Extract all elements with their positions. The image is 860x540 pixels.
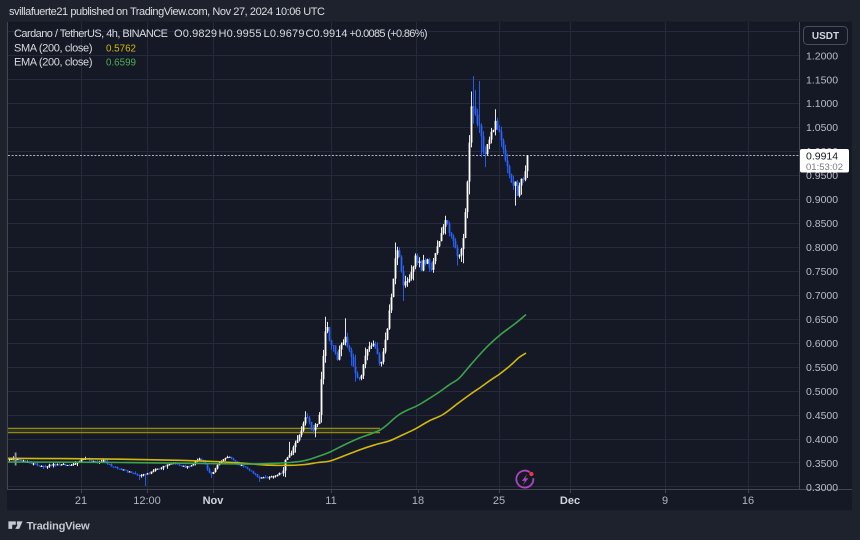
svg-text:Nov: Nov xyxy=(203,495,225,507)
svg-text:L0.9679: L0.9679 xyxy=(264,28,305,40)
svg-text:0.3500: 0.3500 xyxy=(806,458,838,470)
svg-text:0.4500: 0.4500 xyxy=(806,410,838,422)
svg-text:EMA (200, close): EMA (200, close) xyxy=(14,57,93,69)
svg-text:TradingView: TradingView xyxy=(27,521,90,533)
svg-text:1.1000: 1.1000 xyxy=(806,98,838,110)
svg-text:1.2000: 1.2000 xyxy=(806,50,838,62)
svg-text:9: 9 xyxy=(662,495,668,507)
svg-text:0.9500: 0.9500 xyxy=(806,170,838,182)
svg-text:0.8000: 0.8000 xyxy=(806,242,838,254)
svg-text:svillafuerte21 published on Tr: svillafuerte21 published on TradingView.… xyxy=(9,6,325,18)
svg-text:Dec: Dec xyxy=(560,495,580,507)
svg-text:0.5000: 0.5000 xyxy=(806,386,838,398)
svg-text:0.7500: 0.7500 xyxy=(806,266,838,278)
svg-text:H0.9955: H0.9955 xyxy=(219,28,262,40)
svg-text:12:00: 12:00 xyxy=(133,495,161,507)
svg-text:01:53:02: 01:53:02 xyxy=(806,162,843,173)
svg-text:0.6000: 0.6000 xyxy=(806,338,838,350)
svg-text:0.7000: 0.7000 xyxy=(806,290,838,302)
svg-text:11: 11 xyxy=(325,495,336,507)
svg-text:0.9000: 0.9000 xyxy=(806,194,838,206)
svg-text:Cardano / TetherUS, 4h, BINANC: Cardano / TetherUS, 4h, BINANCE xyxy=(14,28,168,40)
svg-text:0.3000: 0.3000 xyxy=(806,482,838,494)
svg-text:0.6599: 0.6599 xyxy=(106,58,136,69)
svg-text:0.4000: 0.4000 xyxy=(806,434,838,446)
svg-text:0.8500: 0.8500 xyxy=(806,218,838,230)
svg-text:O0.9829: O0.9829 xyxy=(174,28,217,40)
svg-text:0.5762: 0.5762 xyxy=(106,44,136,55)
svg-text:25: 25 xyxy=(493,495,505,507)
svg-text:0.6500: 0.6500 xyxy=(806,314,838,326)
svg-text:21: 21 xyxy=(75,495,87,507)
svg-text:1.1500: 1.1500 xyxy=(806,74,838,86)
svg-text:16: 16 xyxy=(742,495,754,507)
svg-text:USDT: USDT xyxy=(812,31,839,42)
svg-text:0.9914: 0.9914 xyxy=(806,151,838,163)
svg-text:18: 18 xyxy=(412,495,424,507)
svg-text:C0.9914: C0.9914 xyxy=(306,28,348,40)
svg-text:+0.0085 (+0.86%): +0.0085 (+0.86%) xyxy=(350,28,428,40)
svg-text:SMA (200, close): SMA (200, close) xyxy=(14,43,93,55)
svg-text:0.5500: 0.5500 xyxy=(806,362,838,374)
svg-text:1.0500: 1.0500 xyxy=(806,122,838,134)
